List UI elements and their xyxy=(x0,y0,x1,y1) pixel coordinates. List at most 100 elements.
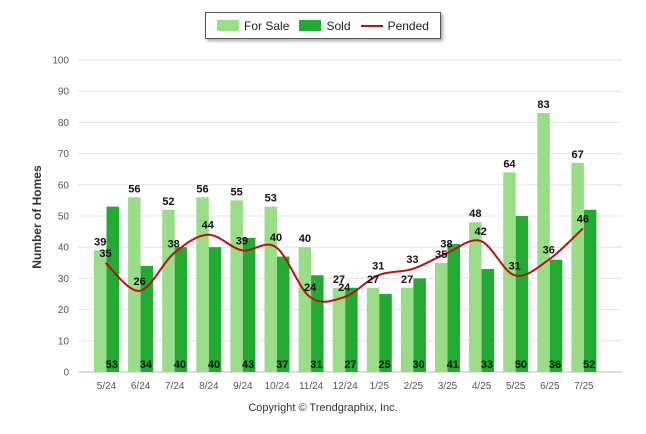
y-tick-labels: 0 10 20 30 40 50 60 70 80 90 100 xyxy=(52,56,69,379)
for-sale-bar xyxy=(571,162,584,372)
x-tick-label: 6/25 xyxy=(540,381,560,392)
sold-bar xyxy=(549,259,563,372)
sold-value-label: 43 xyxy=(242,359,254,371)
x-tick-labels: 5/24 6/24 7/24 8/24 9/24 10/24 11/24 12/24 1/25 2… xyxy=(97,381,594,392)
x-tick-label: 7/24 xyxy=(165,381,185,392)
pended-value-label: 39 xyxy=(236,235,248,247)
x-tick-label: 5/24 xyxy=(97,381,117,392)
for-sale-value-label: 39 xyxy=(94,236,106,248)
sold-bar xyxy=(379,294,392,372)
sold-bar xyxy=(345,287,358,372)
sold-bar xyxy=(140,265,154,372)
for-sale-value-label: 40 xyxy=(299,233,311,245)
for-sale-value-label: 48 xyxy=(469,208,481,220)
sold-value-label: 25 xyxy=(378,359,390,371)
sold-value-label: 36 xyxy=(549,359,561,371)
sold-bar xyxy=(413,278,426,372)
pended-value-label: 24 xyxy=(338,282,351,294)
pended-value-label: 31 xyxy=(509,260,521,272)
x-tick-label: 6/24 xyxy=(131,381,151,392)
sold-bar xyxy=(481,269,495,372)
pended-value-label: 38 xyxy=(168,238,180,250)
for-sale-bar xyxy=(366,287,380,372)
y-tick-label: 80 xyxy=(58,118,70,129)
x-tick-label: 3/25 xyxy=(438,381,458,392)
for-sale-value-label: 35 xyxy=(435,249,447,261)
sold-value-label: 50 xyxy=(515,359,527,371)
sold-value-label: 27 xyxy=(344,359,356,371)
pended-value-label: 35 xyxy=(99,248,111,260)
sold-bar xyxy=(208,247,222,372)
for-sale-bar xyxy=(469,222,482,372)
pended-value-label: 36 xyxy=(543,245,555,257)
pended-value-label: 24 xyxy=(304,282,317,294)
pended-value-label: 42 xyxy=(474,226,486,238)
y-tick-label: 40 xyxy=(58,243,70,254)
legend-label-for-sale: For Sale xyxy=(244,18,290,33)
for-sale-bar xyxy=(128,197,141,372)
for-sale-bar xyxy=(230,200,243,372)
y-tick-label: 50 xyxy=(58,212,70,223)
y-tick-label: 10 xyxy=(58,336,70,347)
for-sale-bar xyxy=(162,209,175,372)
for-sale-value-label: 83 xyxy=(537,99,549,111)
y-tick-label: 30 xyxy=(58,274,70,285)
for-sale-value-label: 56 xyxy=(128,183,140,195)
bars xyxy=(94,113,597,372)
x-tick-label: 1/25 xyxy=(370,381,390,392)
for-sale-bar xyxy=(196,197,209,372)
for-sale-bar xyxy=(332,287,346,372)
x-tick-label: 2/25 xyxy=(404,381,424,392)
y-tick-label: 90 xyxy=(58,87,70,98)
pended-value-label: 44 xyxy=(202,220,215,232)
y-tick-label: 60 xyxy=(58,180,70,191)
for-sale-value-label: 56 xyxy=(196,183,208,195)
x-tick-label: 9/24 xyxy=(233,381,253,392)
copyright-text: Copyright © Trendgraphix, Inc. xyxy=(248,402,398,414)
pended-value-label: 38 xyxy=(440,238,452,250)
pended-line xyxy=(104,227,584,303)
for-sale-bar xyxy=(94,250,107,372)
sold-bar xyxy=(583,209,597,372)
pended-value-label: 31 xyxy=(372,260,384,272)
sold-value-label: 52 xyxy=(583,359,595,371)
legend-item-pended[interactable]: Pended xyxy=(360,18,429,33)
legend: For Sale Sold Pended xyxy=(205,12,441,39)
legend-label-sold: Sold xyxy=(326,18,351,33)
for-sale-bar xyxy=(435,262,448,372)
pended-value-label: 46 xyxy=(577,213,589,225)
for-sale-value-label: 67 xyxy=(572,149,584,161)
sold-value-label: 30 xyxy=(413,359,425,371)
sold-value-label: 53 xyxy=(106,359,118,371)
x-tick-label: 5/25 xyxy=(506,381,526,392)
legend-label-pended: Pended xyxy=(387,18,429,33)
x-tick-label: 4/25 xyxy=(472,381,492,392)
sold-bar xyxy=(515,216,529,372)
for-sale-value-label: 55 xyxy=(231,186,243,198)
data-labels: 39 53 35 56 34 26 52 40 38 56 40 44 55 43 39 53 37 40 40 31… xyxy=(94,99,595,371)
for-sale-bar xyxy=(264,206,277,372)
for-sale-bar xyxy=(537,113,550,372)
sold-value-label: 34 xyxy=(140,359,153,371)
sold-bar xyxy=(174,247,188,372)
x-tick-label: 10/24 xyxy=(264,381,289,392)
legend-item-sold[interactable]: Sold xyxy=(299,18,351,33)
x-tick-label: 11/24 xyxy=(299,381,324,392)
sold-value-label: 40 xyxy=(208,359,220,371)
legend-item-for-sale[interactable]: For Sale xyxy=(217,19,289,33)
for-sale-value-label: 52 xyxy=(162,196,174,208)
x-tick-label: 8/24 xyxy=(199,381,219,392)
sold-swatch-icon xyxy=(299,20,322,31)
for-sale-value-label: 53 xyxy=(265,193,277,205)
y-tick-label: 20 xyxy=(58,305,70,316)
for-sale-value-label: 27 xyxy=(367,274,379,286)
pended-value-label: 26 xyxy=(133,276,145,288)
for-sale-value-label: 64 xyxy=(503,158,516,170)
for-sale-bar xyxy=(298,247,312,372)
pended-value-label: 40 xyxy=(270,232,282,244)
for-sale-value-label: 27 xyxy=(333,274,345,286)
pended-series-line xyxy=(104,227,584,303)
pended-value-label: 33 xyxy=(406,254,418,266)
sold-value-label: 40 xyxy=(174,359,186,371)
